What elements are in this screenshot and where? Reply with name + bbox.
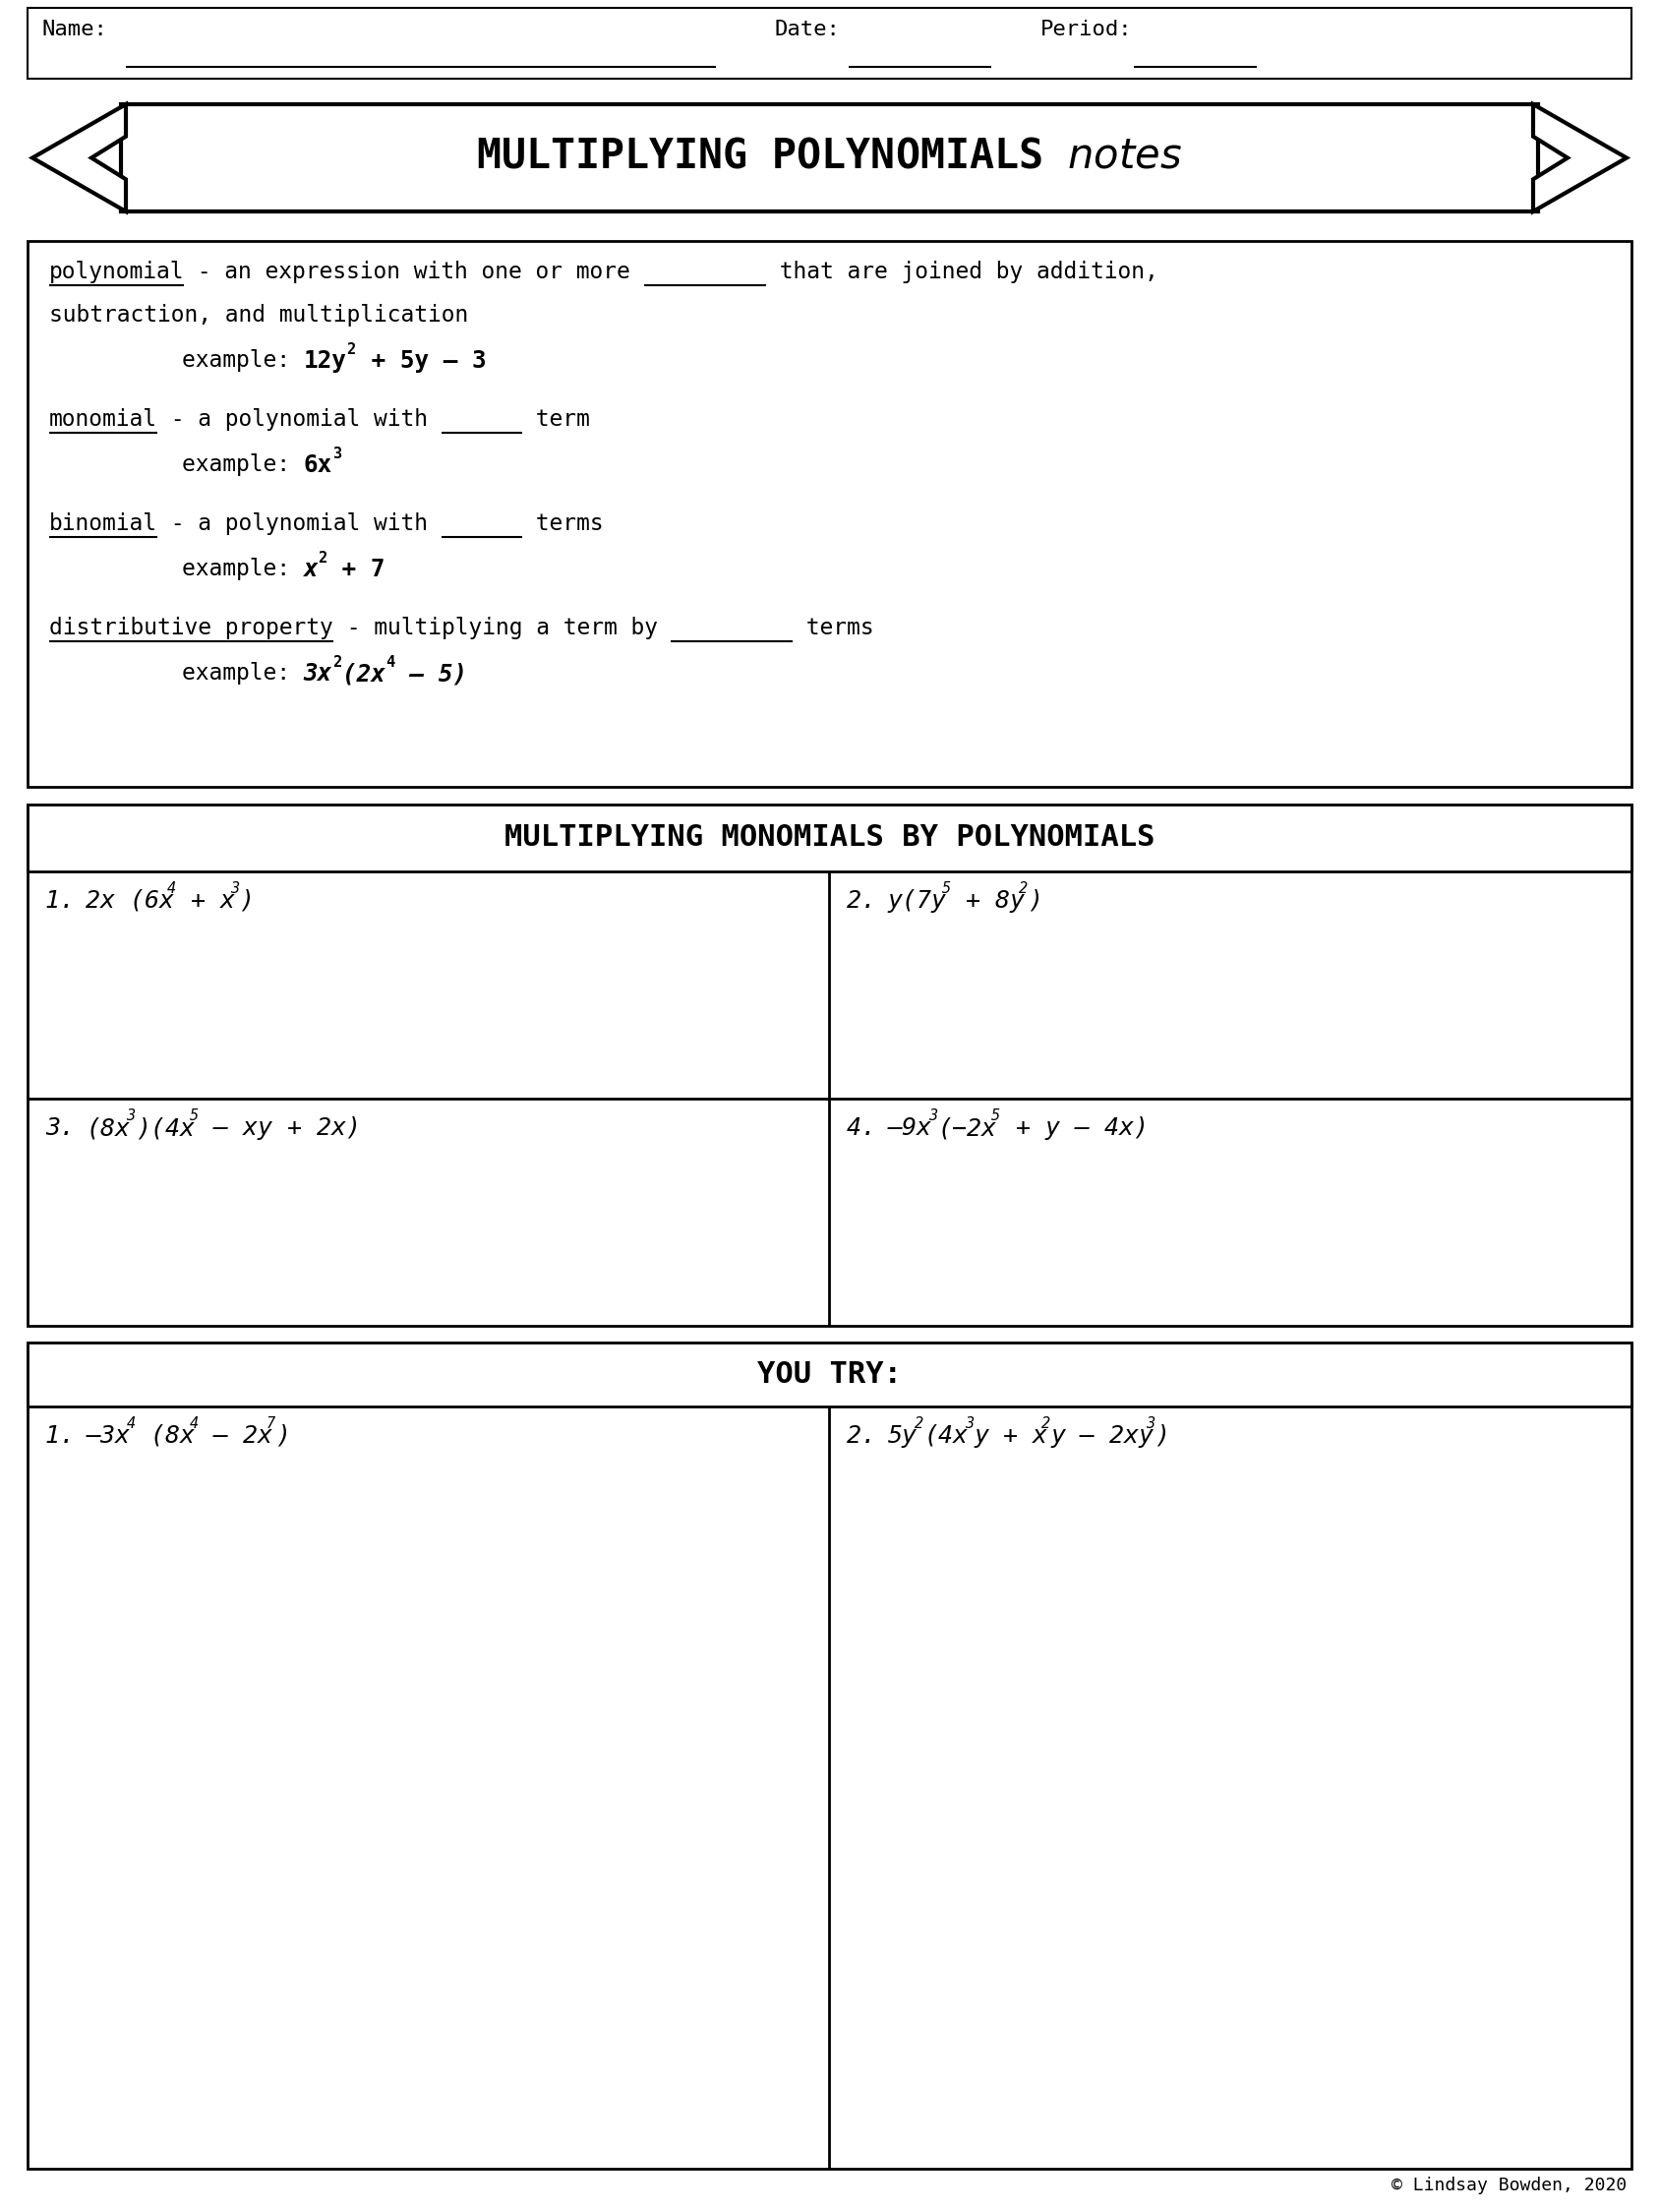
Text: terms: terms xyxy=(523,513,604,535)
Text: - an expression with one or more: - an expression with one or more xyxy=(184,261,644,283)
Text: 5y: 5y xyxy=(888,1425,917,1449)
Text: 6x: 6x xyxy=(304,453,332,478)
Text: 2x (6x: 2x (6x xyxy=(86,889,174,914)
Text: (4x: (4x xyxy=(924,1425,969,1449)
Text: YOU TRY:: YOU TRY: xyxy=(757,1360,902,1389)
Text: (8x: (8x xyxy=(136,1425,194,1449)
Text: – 5): – 5) xyxy=(395,661,468,686)
Text: + 5y – 3: + 5y – 3 xyxy=(357,349,486,374)
Text: © Lindsay Bowden, 2020: © Lindsay Bowden, 2020 xyxy=(1392,2177,1626,2194)
Text: subtraction, and multiplication: subtraction, and multiplication xyxy=(50,303,468,327)
Text: ): ) xyxy=(239,889,254,914)
Text: Date:: Date: xyxy=(775,20,841,40)
Text: 2: 2 xyxy=(1042,1416,1050,1431)
Text: terms: terms xyxy=(793,617,874,639)
Text: 3: 3 xyxy=(126,1108,136,1124)
Text: example:: example: xyxy=(128,349,304,372)
Text: binomial: binomial xyxy=(50,513,158,535)
Bar xyxy=(28,9,1631,80)
Text: MULTIPLYING POLYNOMIALS $\it{notes}$: MULTIPLYING POLYNOMIALS $\it{notes}$ xyxy=(476,135,1183,177)
Text: y + x: y + x xyxy=(974,1425,1047,1449)
Text: ): ) xyxy=(1029,889,1044,914)
Text: (8x: (8x xyxy=(86,1117,129,1139)
Polygon shape xyxy=(1533,104,1626,212)
Text: Period:: Period: xyxy=(1040,20,1133,40)
Text: + x: + x xyxy=(176,889,236,914)
Text: MULTIPLYING MONOMIALS BY POLYNOMIALS: MULTIPLYING MONOMIALS BY POLYNOMIALS xyxy=(504,823,1155,852)
Text: monomial: monomial xyxy=(50,409,158,431)
Text: 4.: 4. xyxy=(848,1117,891,1139)
Text: 4: 4 xyxy=(189,1416,199,1431)
Text: 2: 2 xyxy=(1019,880,1027,896)
Text: –3x: –3x xyxy=(86,1425,129,1449)
Bar xyxy=(28,1343,1631,1407)
Text: example:: example: xyxy=(128,661,304,684)
Text: + 8y: + 8y xyxy=(951,889,1025,914)
Text: 2.: 2. xyxy=(848,889,891,914)
Text: 3x: 3x xyxy=(304,661,332,686)
Text: - multiplying a term by: - multiplying a term by xyxy=(333,617,672,639)
Text: + 7: + 7 xyxy=(328,557,385,582)
Text: 3: 3 xyxy=(964,1416,974,1431)
Text: distributive property: distributive property xyxy=(50,617,333,639)
Text: ): ) xyxy=(1155,1425,1170,1449)
Text: 4: 4 xyxy=(385,655,395,670)
Text: 5: 5 xyxy=(189,1108,199,1124)
Text: x: x xyxy=(304,557,319,582)
Text: 2: 2 xyxy=(332,655,342,670)
Bar xyxy=(121,104,1538,212)
Text: example:: example: xyxy=(128,557,304,580)
Text: 3: 3 xyxy=(231,880,239,896)
Text: – xy + 2x): – xy + 2x) xyxy=(199,1117,362,1139)
Text: 2.: 2. xyxy=(848,1425,891,1449)
Text: example:: example: xyxy=(128,453,304,476)
Text: 3: 3 xyxy=(929,1108,937,1124)
Text: 2: 2 xyxy=(347,343,355,356)
Text: (−2x: (−2x xyxy=(937,1117,997,1139)
Text: polynomial: polynomial xyxy=(50,261,184,283)
Polygon shape xyxy=(33,104,126,212)
Text: 4: 4 xyxy=(168,880,176,896)
Text: 4: 4 xyxy=(126,1416,136,1431)
Text: that are joined by addition,: that are joined by addition, xyxy=(766,261,1158,283)
Text: Name:: Name: xyxy=(41,20,108,40)
Text: 3.: 3. xyxy=(45,1117,90,1139)
Bar xyxy=(28,241,1631,787)
Text: 5: 5 xyxy=(992,1108,1000,1124)
Bar xyxy=(28,805,1631,872)
Text: 3: 3 xyxy=(332,447,342,462)
Bar xyxy=(28,1343,1631,2168)
Text: y(7y: y(7y xyxy=(888,889,947,914)
Text: 7: 7 xyxy=(267,1416,275,1431)
Text: - a polynomial with: - a polynomial with xyxy=(158,409,441,431)
Text: 1.: 1. xyxy=(45,889,90,914)
Text: - a polynomial with: - a polynomial with xyxy=(158,513,441,535)
Text: 3: 3 xyxy=(1145,1416,1155,1431)
Text: 5: 5 xyxy=(942,880,951,896)
Text: – 2x: – 2x xyxy=(199,1425,272,1449)
Bar xyxy=(28,805,1631,1325)
Text: y – 2xy: y – 2xy xyxy=(1050,1425,1155,1449)
Text: + y – 4x): + y – 4x) xyxy=(1000,1117,1148,1139)
Text: (2x: (2x xyxy=(342,661,385,686)
Text: )(4x: )(4x xyxy=(136,1117,194,1139)
Text: 2: 2 xyxy=(914,1416,924,1431)
Text: term: term xyxy=(523,409,591,431)
Text: –9x: –9x xyxy=(888,1117,932,1139)
Text: 2: 2 xyxy=(319,551,327,566)
Text: 1.: 1. xyxy=(45,1425,90,1449)
Text: ): ) xyxy=(275,1425,290,1449)
Text: 12y: 12y xyxy=(304,349,347,374)
